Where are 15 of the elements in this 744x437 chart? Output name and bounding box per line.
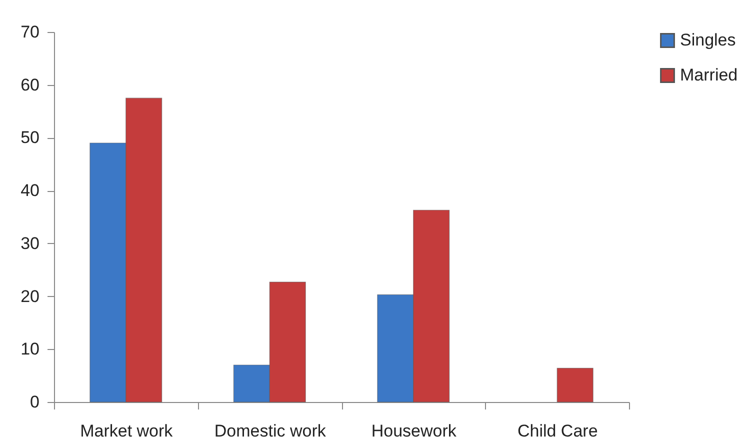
x-tick-label: Market work bbox=[80, 422, 174, 437]
legend-label: Singles bbox=[680, 30, 736, 50]
legend-label: Married bbox=[680, 66, 738, 84]
x-tick-label: Child Care bbox=[517, 422, 598, 437]
y-tick-label: 20 bbox=[20, 286, 40, 306]
y-tick-label: 40 bbox=[20, 181, 40, 200]
y-tick-label: 10 bbox=[20, 340, 40, 359]
y-tick-label: 50 bbox=[20, 128, 40, 148]
x-tick-label: Domestic work bbox=[214, 422, 326, 437]
y-tick-label: 60 bbox=[20, 75, 40, 94]
bar bbox=[556, 368, 594, 402]
x-tick-label: Housework bbox=[371, 422, 457, 437]
y-tick-label: 30 bbox=[20, 234, 40, 253]
y-tick-label: 70 bbox=[20, 22, 40, 42]
y-tick-label: 0 bbox=[30, 392, 40, 412]
